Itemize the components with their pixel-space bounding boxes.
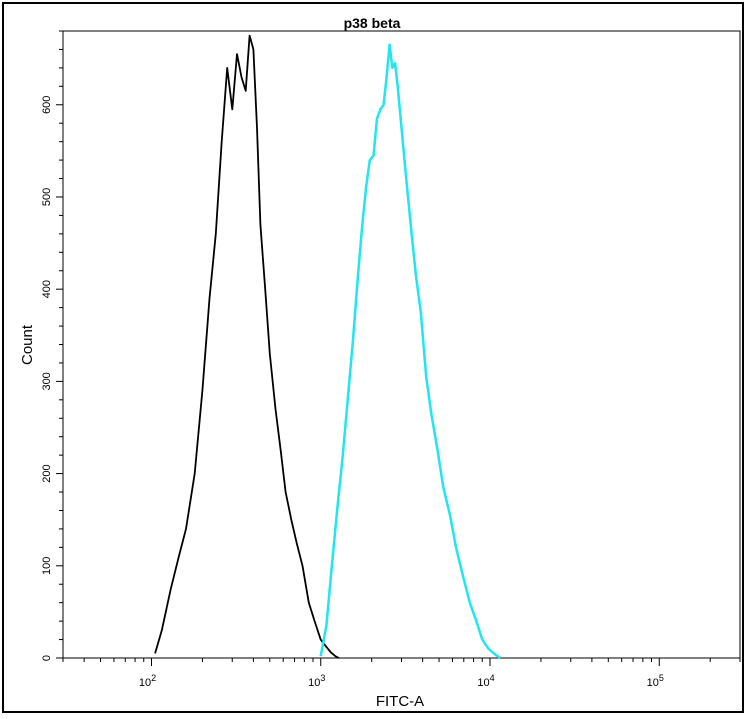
- chart-frame: [2, 2, 744, 713]
- series-line-1: [154, 34, 340, 659]
- x-ticks: 102 103 104 105: [62, 658, 741, 689]
- y-tick-label: 300: [41, 372, 53, 390]
- x-tick-label: 102: [139, 673, 156, 689]
- x-axis-label: FITC-A: [376, 693, 424, 710]
- y-tick-label: 600: [41, 96, 53, 114]
- y-tick-label: 400: [41, 280, 53, 298]
- y-tick-label: 100: [41, 557, 53, 575]
- y-ticks: 0 100 200 300 400 500 600: [41, 30, 63, 661]
- x-tick-label: 103: [308, 673, 325, 689]
- series-line-2: [319, 43, 502, 660]
- y-tick-label: 500: [41, 188, 53, 206]
- y-tick-label: 0: [41, 655, 53, 661]
- series-layer: [154, 34, 502, 660]
- y-tick-label: 200: [41, 464, 53, 482]
- y-axis-label: Count: [19, 324, 36, 365]
- x-tick-label: 105: [647, 673, 664, 689]
- chart-title: p38 beta: [344, 15, 401, 31]
- x-tick-label: 104: [477, 673, 494, 689]
